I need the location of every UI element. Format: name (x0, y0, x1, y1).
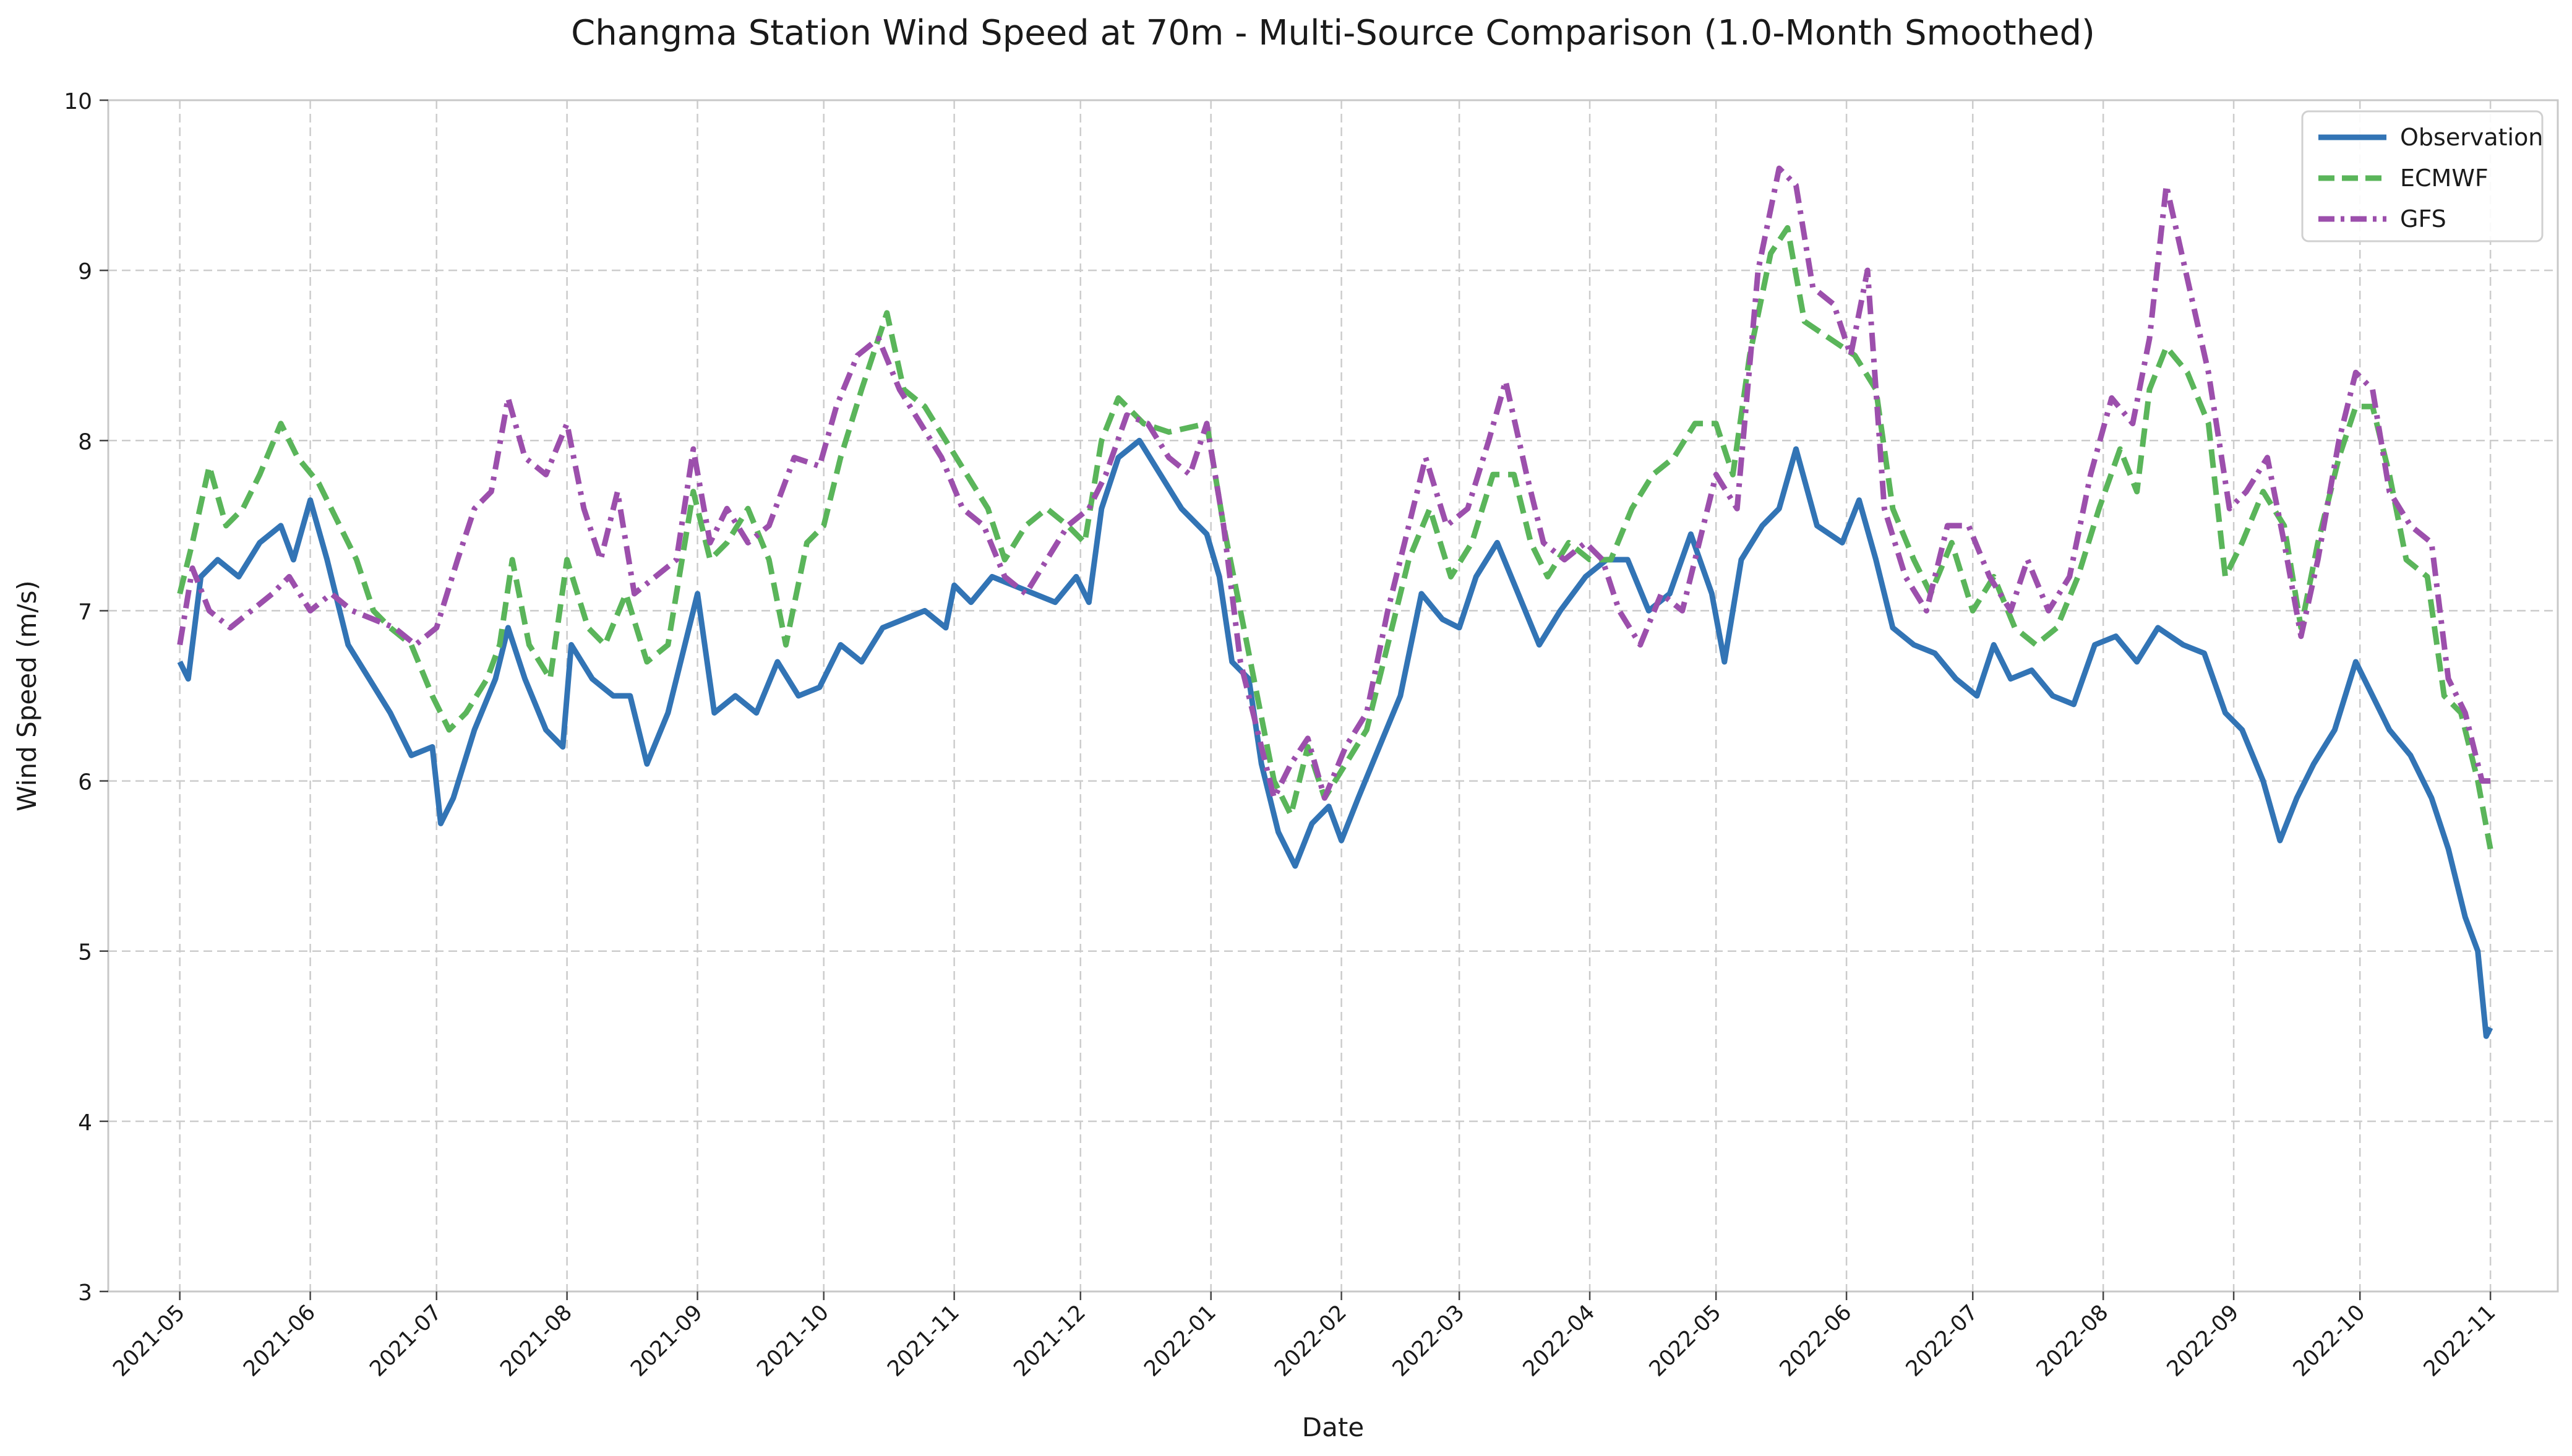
y-tick-label: 4 (78, 1110, 92, 1136)
y-tick-label: 3 (78, 1280, 92, 1306)
series-line-observation (177, 437, 2493, 1039)
series-line-gfs (177, 165, 2491, 801)
y-tick-label: 7 (78, 599, 92, 625)
legend-label-gfs: GFS (2400, 205, 2446, 233)
y-tick-label: 6 (78, 770, 92, 795)
legend: Observation ECMWF GFS (2301, 110, 2544, 242)
y-axis-label: Wind Speed (m/s) (12, 580, 42, 812)
plot-frame (107, 99, 2559, 1293)
y-tick-label: 8 (78, 429, 92, 455)
grid-layer (108, 100, 2558, 1291)
y-tick-label: 5 (78, 940, 92, 966)
y-tick-label: 10 (64, 89, 92, 114)
x-axis-label: Date (1302, 1412, 1364, 1442)
chart-title: Changma Station Wind Speed at 70m - Mult… (571, 13, 2095, 53)
legend-label-ecmwf: ECMWF (2400, 165, 2488, 192)
series-layer (177, 165, 2493, 1039)
legend-box (2301, 110, 2544, 242)
legend-label-observation: Observation (2400, 124, 2543, 151)
y-tick-label: 9 (78, 259, 92, 285)
